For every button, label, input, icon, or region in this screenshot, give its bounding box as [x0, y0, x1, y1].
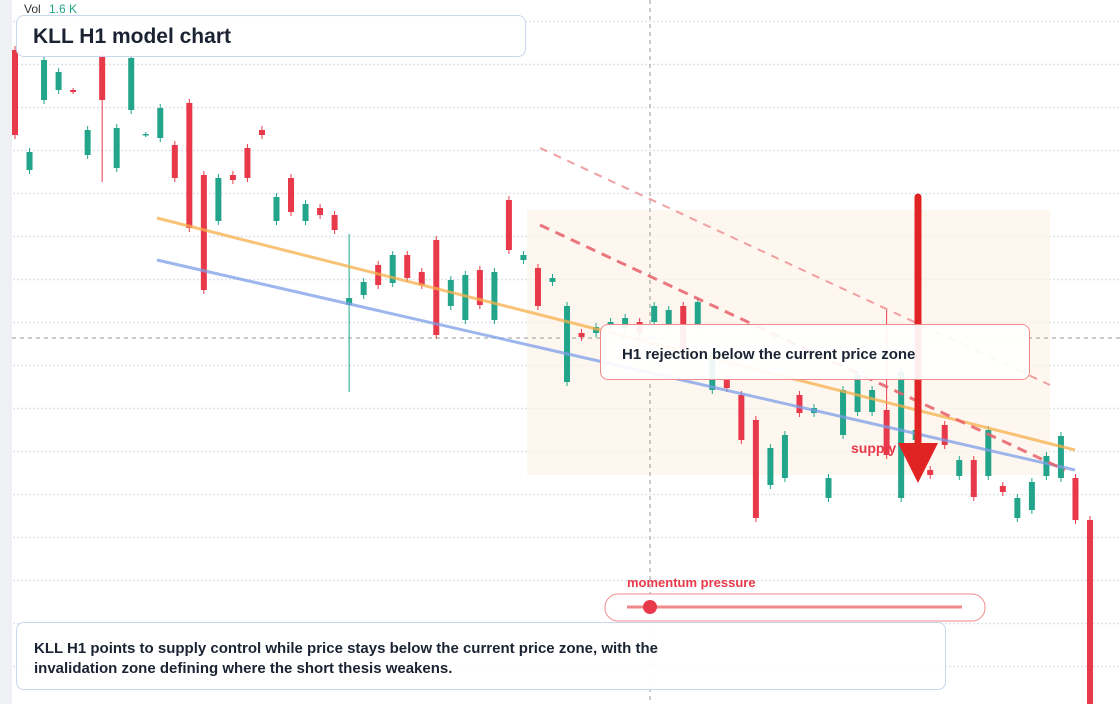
momentum-knob: [643, 600, 657, 614]
candle-body: [186, 103, 193, 228]
candle-body: [840, 390, 847, 435]
candle-body: [854, 375, 861, 412]
candle-body: [1057, 436, 1064, 478]
candle-body: [505, 200, 512, 250]
zone-label: supply: [851, 440, 896, 456]
candle-body: [462, 275, 469, 320]
left-strip: [0, 0, 12, 704]
candle-body: [651, 306, 658, 322]
candle-body: [883, 410, 890, 455]
candle-body: [331, 215, 338, 230]
candle-body: [665, 310, 672, 325]
candle-body: [927, 470, 934, 475]
candle-body: [694, 302, 701, 325]
candle-body: [215, 178, 222, 221]
candle-body: [273, 197, 280, 221]
candle-body: [55, 72, 62, 90]
candle-body: [258, 130, 265, 135]
candle-body: [200, 175, 207, 290]
volume-value: 1.6 K: [49, 2, 77, 16]
candle-body: [534, 268, 541, 306]
arrow-head: [898, 443, 938, 483]
candle-body: [549, 278, 556, 282]
candle-body: [970, 460, 977, 497]
candle-body: [26, 152, 33, 170]
candle-body: [84, 130, 91, 155]
candle-body: [578, 333, 585, 337]
candle-body: [389, 255, 396, 283]
candle-body: [288, 178, 295, 212]
candle-body: [1087, 520, 1093, 704]
candle-body: [956, 460, 963, 476]
candle-body: [825, 478, 832, 498]
candle-body: [70, 90, 77, 92]
candle-body: [752, 420, 759, 518]
candle-body: [476, 270, 483, 305]
candle-body: [128, 58, 135, 110]
candle-body: [113, 128, 120, 168]
candle-body: [317, 208, 324, 215]
candle-body: [999, 486, 1006, 492]
candle-body: [12, 50, 18, 135]
volume-label: Vol: [24, 2, 41, 16]
candle-body: [41, 60, 48, 100]
candle-body: [622, 318, 629, 328]
candle-body: [869, 390, 876, 412]
candle-body: [346, 298, 353, 305]
callout: H1 rejection below the current price zon…: [600, 324, 1030, 380]
candle-body: [157, 108, 164, 138]
candle-body: [418, 272, 425, 285]
candle-body: [520, 255, 527, 260]
candle-body: [1072, 478, 1079, 520]
note: KLL H1 points to supply control while pr…: [16, 622, 946, 690]
candle-body: [564, 306, 571, 382]
candle-body: [738, 395, 745, 440]
candle-body: [781, 435, 788, 478]
candle-body: [1014, 498, 1021, 518]
candle-body: [171, 145, 178, 178]
candle-body: [360, 282, 367, 295]
candle-body: [302, 204, 309, 221]
candle-body: [1028, 482, 1035, 510]
candle-body: [941, 425, 948, 445]
candle-body: [99, 55, 106, 100]
candle-body: [142, 134, 149, 136]
note-text: KLL H1 points to supply control while pr…: [34, 640, 658, 677]
candle-body: [767, 448, 774, 485]
candle-body: [1043, 456, 1050, 476]
candle-body: [985, 430, 992, 476]
candle-body: [491, 272, 498, 320]
candle-body: [404, 255, 411, 278]
candle-body: [898, 372, 905, 498]
candle-body: [723, 380, 730, 388]
candle-body: [244, 148, 251, 178]
momentum-label: momentum pressure: [627, 575, 756, 590]
candle-body: [796, 395, 803, 413]
chart-title: KLL H1 model chart: [16, 15, 526, 57]
candle-body: [229, 175, 236, 180]
